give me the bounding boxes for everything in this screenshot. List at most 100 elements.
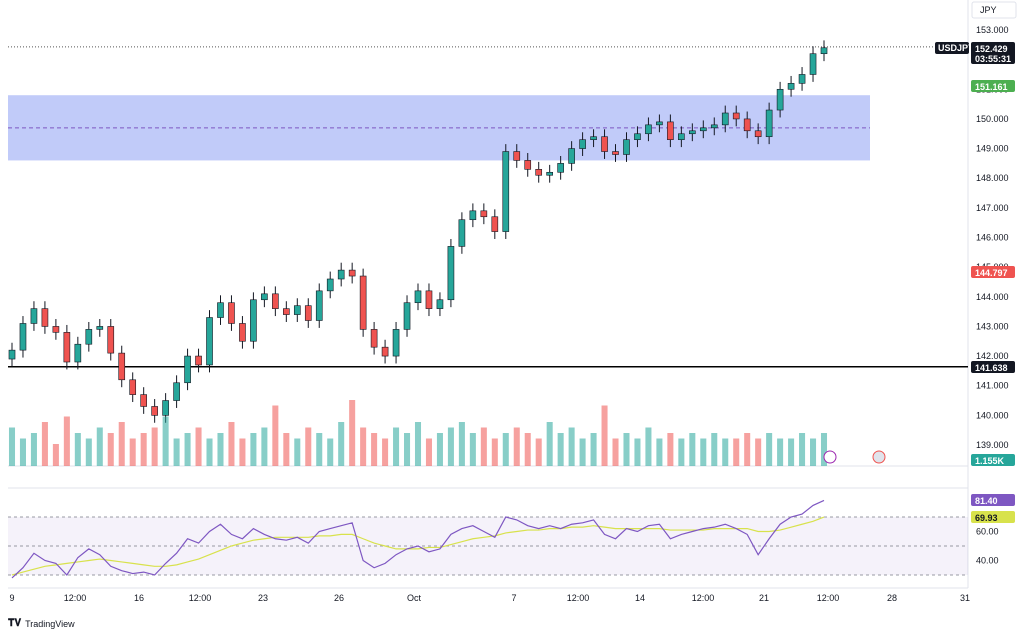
rsi-tag-text: 81.40 [975, 496, 998, 506]
candle-body [502, 151, 510, 232]
last-price-tag-text: 03:55:31 [975, 54, 1011, 64]
volume-tag-text: 1.155K [975, 456, 1005, 466]
candle-body [370, 329, 378, 348]
candle-body [52, 326, 60, 333]
volume-bar [8, 427, 16, 466]
volume-bar [151, 427, 158, 466]
candle-body [8, 349, 16, 360]
candle-body [239, 323, 246, 342]
candle-body [436, 299, 444, 309]
symbol-tag-text: USDJPY [938, 43, 974, 53]
volume-bar [513, 427, 520, 466]
volume-bar [85, 438, 92, 466]
volume-bar [678, 438, 685, 466]
volume-bar [755, 438, 762, 466]
volume-bar [316, 433, 323, 466]
price-tick-label: 148.000 [976, 173, 1009, 183]
candle-body [513, 151, 521, 161]
volume-bar [195, 427, 202, 466]
candle-body [458, 219, 466, 247]
candle-body [140, 394, 147, 407]
supertrend-down-tag-bg [971, 266, 1015, 278]
candle-body [710, 124, 718, 129]
candle-body [689, 130, 696, 135]
volume-bar [96, 427, 103, 466]
volume-bar [524, 433, 531, 466]
volume-bar [349, 400, 356, 466]
volume-bar [30, 433, 37, 466]
time-tick-label: 12:00 [189, 593, 212, 603]
volume-bar [162, 416, 169, 466]
candle-body [151, 406, 158, 416]
currency-label: JPY [980, 5, 997, 15]
symbol-tag-bg [935, 42, 969, 54]
volume-bar [74, 433, 81, 466]
us-flag-icon [872, 450, 886, 464]
volume-bar [546, 422, 553, 466]
volume-bar [601, 405, 608, 466]
candle-body [184, 355, 191, 384]
volume-bar [228, 422, 235, 466]
volume-bar [327, 438, 334, 466]
volume-bar [810, 438, 817, 466]
volume-bar [250, 433, 257, 466]
candle-body [656, 121, 663, 126]
volume-bar [711, 433, 718, 466]
time-tick-label: 9 [9, 593, 14, 603]
candle-body [699, 127, 707, 132]
volume-bar [634, 438, 641, 466]
candle-body [809, 53, 817, 75]
candle-body [820, 47, 828, 55]
candle-body [129, 379, 137, 395]
volume-bar [612, 438, 619, 466]
currency-box [971, 1, 1017, 19]
candle-body [601, 136, 608, 152]
volume-bar [360, 427, 367, 466]
candle-body [403, 302, 411, 330]
candle-body [118, 352, 126, 381]
volume-bar [63, 416, 70, 466]
candle-body [293, 305, 301, 315]
candle-body [590, 136, 597, 140]
volume-tag-bg [971, 454, 1015, 466]
volume-bar [206, 438, 213, 466]
volume-bar [140, 433, 147, 466]
candle-body [765, 109, 773, 138]
rsi-ma-line [11, 516, 825, 576]
time-tick-label: Oct [407, 593, 422, 603]
volume-bar [41, 422, 48, 466]
price-tick-label: 149.000 [976, 144, 1009, 154]
candle-body [557, 163, 564, 173]
volume-bar [557, 433, 564, 466]
candle-body [414, 290, 422, 304]
rsi-tick-label: 60.00 [976, 527, 999, 537]
volume-bar [371, 433, 378, 466]
candle-body [107, 326, 115, 354]
candle-body [667, 121, 674, 140]
volume-bar [535, 438, 542, 466]
candle-body [162, 400, 169, 416]
hline-tag-text: 141.638 [975, 363, 1008, 373]
volume-bar [436, 433, 443, 466]
volume-bar [458, 422, 465, 466]
time-tick-label: 14 [635, 593, 645, 603]
volume-bar [404, 433, 411, 466]
candle-body [261, 293, 268, 301]
time-tick-label: 12:00 [64, 593, 87, 603]
candle-body [228, 302, 235, 324]
rsi-ma-tag-text: 69.93 [975, 513, 998, 523]
volume-bar [788, 438, 795, 466]
candle-body [337, 269, 345, 280]
candle-body [195, 355, 202, 366]
time-tick-label: 12:00 [692, 593, 715, 603]
volume-bar [239, 438, 246, 466]
candle-body [206, 317, 213, 366]
price-tick-label: 139.000 [976, 440, 1009, 450]
volume-bar [272, 405, 279, 466]
volume-bar [447, 427, 454, 466]
time-tick-label: 26 [334, 593, 344, 603]
volume-bar [305, 427, 312, 466]
last-price-tag-text: 152.429 [975, 44, 1008, 54]
price-tick-label: 141.000 [976, 381, 1009, 391]
